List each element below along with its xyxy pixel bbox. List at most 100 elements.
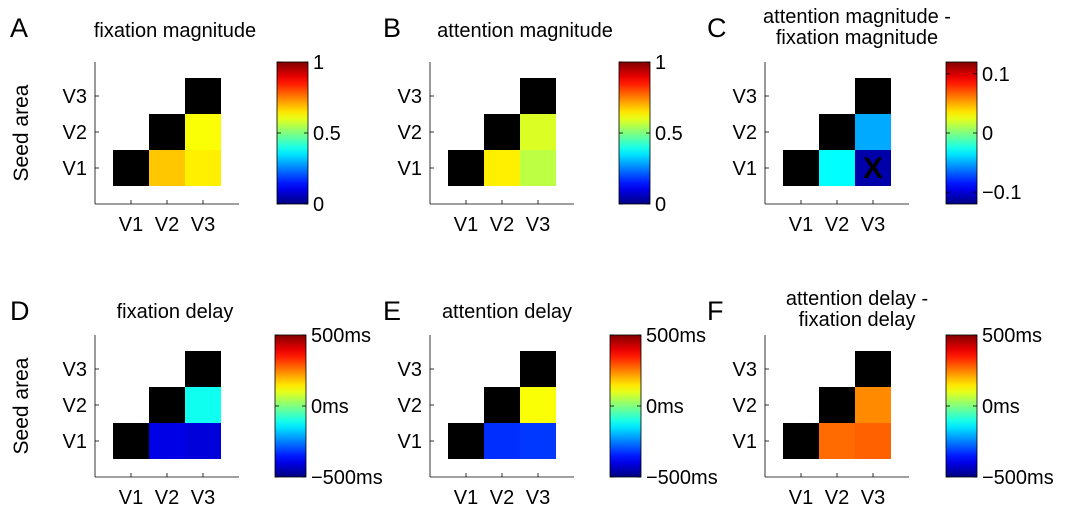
x-tick-label: V1 bbox=[789, 214, 813, 236]
heatmap-cell-v3-v3 bbox=[520, 351, 556, 387]
colorbar bbox=[618, 61, 651, 205]
panel-title-line: attention magnitude bbox=[437, 20, 613, 42]
panel-title-line: fixation delay bbox=[117, 301, 234, 323]
panel-label: E bbox=[383, 296, 401, 326]
y-tick-label: V3 bbox=[733, 86, 757, 108]
x-tick-label: V3 bbox=[526, 487, 550, 509]
x-tick-label: V1 bbox=[454, 214, 478, 236]
heatmap-cell-v1-v1 bbox=[783, 150, 819, 186]
colorbar-tick-label: 0 bbox=[313, 194, 324, 216]
colorbar-tick-label: 0 bbox=[655, 194, 666, 216]
x-tick-label: V2 bbox=[155, 487, 179, 509]
x-tick-label: V1 bbox=[454, 487, 478, 509]
significance-mark: X bbox=[863, 152, 883, 185]
colorbar-tick-label: 1 bbox=[313, 52, 324, 74]
colorbar-tick-label: 0 bbox=[982, 123, 993, 145]
heatmap-cell-v1-v3 bbox=[520, 423, 556, 459]
y-tick-label: V2 bbox=[63, 395, 87, 417]
x-tick-label: V2 bbox=[490, 214, 514, 236]
heatmap-cell-v3-v3 bbox=[185, 78, 221, 114]
heatmap-cell-v1-v2 bbox=[484, 423, 520, 459]
panel-label: A bbox=[10, 13, 28, 43]
y-tick-label: V2 bbox=[63, 122, 87, 144]
colorbar-tick-label: −0.1 bbox=[982, 182, 1021, 204]
y-tick-label: V1 bbox=[398, 431, 422, 453]
heatmap-cell-v3-v3 bbox=[520, 78, 556, 114]
x-tick-label: V3 bbox=[191, 487, 215, 509]
heatmap-cell-v1-v3 bbox=[855, 150, 891, 186]
heatmap-cell-v2-v2 bbox=[819, 387, 855, 423]
colorbar-tick-label: 0ms bbox=[646, 396, 684, 418]
heatmap-cell-v2-v2 bbox=[484, 114, 520, 150]
y-tick-label: V2 bbox=[733, 395, 757, 417]
colorbar-tick-label: 500ms bbox=[982, 325, 1042, 347]
y-tick-label: V1 bbox=[398, 158, 422, 180]
y-tick-label: V3 bbox=[398, 359, 422, 381]
heatmap-cell-v1-v2 bbox=[819, 150, 855, 186]
y-tick-label: V1 bbox=[733, 431, 757, 453]
heatmap-cell-v1-v2 bbox=[484, 150, 520, 186]
colorbar bbox=[276, 61, 309, 205]
y-tick-label: V2 bbox=[398, 122, 422, 144]
heatmap-cell-v2-v3 bbox=[520, 387, 556, 423]
colorbar-tick-label: −500ms bbox=[982, 467, 1054, 489]
panel-title-line: attention delay - bbox=[786, 288, 928, 310]
panel-label: C bbox=[707, 13, 727, 43]
y-axis-label: Seed area bbox=[10, 84, 33, 181]
panel-title-line: fixation magnitude bbox=[776, 27, 938, 49]
x-tick-label: V1 bbox=[119, 487, 143, 509]
heatmap-cell-v2-v2 bbox=[149, 114, 185, 150]
y-tick-label: V3 bbox=[398, 86, 422, 108]
heatmap-cell-v1-v1 bbox=[113, 150, 149, 186]
heatmap-cell-v2-v3 bbox=[520, 114, 556, 150]
y-axis-label: Seed area bbox=[10, 357, 33, 454]
y-tick-label: V2 bbox=[398, 395, 422, 417]
x-tick-label: V3 bbox=[191, 214, 215, 236]
heatmap-cell-v2-v3 bbox=[185, 387, 221, 423]
heatmap-cell-v1-v3 bbox=[520, 150, 556, 186]
heatmap-cell-v1-v3 bbox=[185, 150, 221, 186]
panel-title-line: fixation delay bbox=[799, 309, 916, 331]
panel-title-line: attention magnitude - bbox=[763, 6, 951, 28]
y-tick-label: V2 bbox=[733, 122, 757, 144]
heatmap-cell-v1-v1 bbox=[448, 423, 484, 459]
heatmap-cell-v2-v2 bbox=[149, 387, 185, 423]
colorbar-tick-label: −500ms bbox=[311, 467, 383, 489]
colorbar-tick-label: −500ms bbox=[646, 467, 718, 489]
panel-label: B bbox=[383, 13, 401, 43]
heatmap-cell-v1-v1 bbox=[783, 423, 819, 459]
heatmap-cell-v1-v2 bbox=[149, 150, 185, 186]
panel-title-line: attention delay bbox=[442, 301, 572, 323]
heatmap-cell-v1-v1 bbox=[113, 423, 149, 459]
heatmap-cell-v1-v2 bbox=[149, 423, 185, 459]
colorbar-tick-label: 0.1 bbox=[982, 64, 1010, 86]
x-tick-label: V3 bbox=[861, 214, 885, 236]
heatmap-cell-v1-v1 bbox=[448, 150, 484, 186]
x-tick-label: V1 bbox=[789, 487, 813, 509]
y-tick-label: V1 bbox=[63, 431, 87, 453]
y-tick-label: V3 bbox=[63, 86, 87, 108]
y-tick-label: V3 bbox=[733, 359, 757, 381]
panel-label: D bbox=[10, 296, 30, 326]
x-tick-label: V3 bbox=[861, 487, 885, 509]
x-tick-label: V2 bbox=[490, 487, 514, 509]
colorbar-tick-label: 0.5 bbox=[655, 123, 683, 145]
colorbar bbox=[274, 334, 307, 478]
heatmap-cell-v1-v2 bbox=[819, 423, 855, 459]
heatmap-cell-v2-v3 bbox=[185, 114, 221, 150]
x-tick-label: V2 bbox=[825, 214, 849, 236]
colorbar-tick-label: 0ms bbox=[982, 396, 1020, 418]
heatmap-cell-v2-v3 bbox=[855, 114, 891, 150]
colorbar bbox=[945, 334, 978, 478]
heatmap-cell-v1-v3 bbox=[855, 423, 891, 459]
x-tick-label: V1 bbox=[119, 214, 143, 236]
colorbar-tick-label: 0.5 bbox=[313, 123, 341, 145]
heatmap-cell-v2-v2 bbox=[484, 387, 520, 423]
